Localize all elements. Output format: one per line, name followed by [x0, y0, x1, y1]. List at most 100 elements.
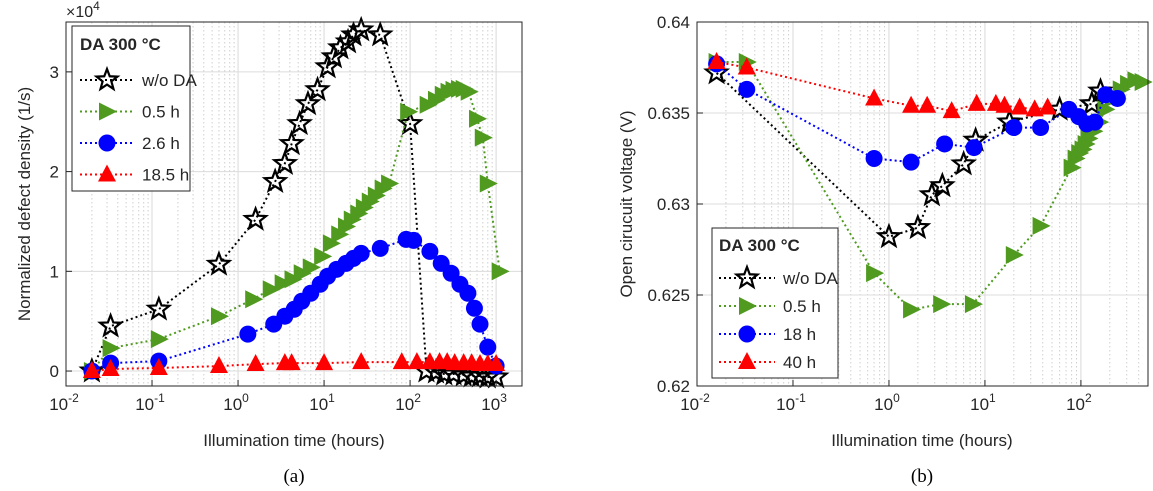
legend-label: 2.6 h	[142, 134, 180, 153]
legend-marker	[733, 263, 761, 290]
data-point	[347, 15, 375, 42]
panel-a-y-multiplier: ×104	[66, 0, 100, 21]
data-point	[1038, 97, 1057, 115]
legend-label: 40 h	[783, 353, 816, 372]
legend-label: 0.5 h	[142, 103, 180, 122]
data-point	[210, 307, 229, 326]
data-point	[903, 300, 922, 319]
panel-b-x-ticks: 10-2 10-1 100 101 102	[680, 380, 1092, 414]
legend-label: w/o DA	[782, 269, 838, 288]
data-point	[995, 95, 1014, 113]
data-point	[479, 174, 498, 193]
data-point	[304, 75, 332, 102]
data-point	[1032, 216, 1051, 235]
x-tick-label: 10-1	[776, 391, 806, 414]
legend-marker	[98, 164, 116, 182]
panel-b-y-ticks: 0.62 0.625 0.63 0.635 0.64	[647, 13, 703, 396]
data-point	[942, 101, 961, 119]
data-point	[479, 338, 497, 356]
x-tick-label: 101	[309, 391, 335, 414]
data-point	[904, 213, 932, 240]
data-point	[487, 354, 506, 372]
panel-a-y-axis-label: Normalized defect density (1/s)	[15, 87, 34, 321]
data-point	[352, 244, 370, 262]
legend-marker	[93, 65, 121, 92]
data-point	[101, 359, 120, 377]
data-point	[294, 89, 322, 116]
data-point	[400, 102, 419, 121]
data-point	[366, 20, 394, 47]
x-tick-label: 103	[481, 391, 507, 414]
y-tick-label: 2	[50, 163, 59, 182]
panel-b-legend-box	[711, 227, 839, 379]
y-tick-label: 0.635	[647, 104, 690, 123]
data-point	[242, 205, 270, 231]
data-point	[491, 262, 510, 281]
data-point	[245, 290, 264, 309]
data-point	[965, 139, 983, 157]
data-point	[1097, 100, 1116, 119]
data-point	[1005, 119, 1023, 137]
x-tick-label: 10-2	[49, 391, 79, 414]
data-point	[1025, 99, 1044, 117]
data-point	[421, 242, 439, 260]
legend-marker	[739, 297, 757, 315]
data-point	[459, 284, 477, 302]
x-tick-label: 102	[1066, 391, 1092, 414]
x-tick-label: 10-2	[680, 391, 710, 414]
panel-a-chart: 10-2 10-1 100 101 102 103 0 1 2 3 ×104 Illuminat…	[15, 0, 523, 487]
data-point	[1005, 245, 1024, 264]
y-tick-label: 0.625	[647, 286, 690, 305]
data-point	[865, 88, 884, 106]
data-point	[205, 250, 233, 276]
data-point	[392, 352, 411, 370]
data-point	[82, 361, 101, 379]
data-point	[1134, 73, 1153, 92]
data-point	[902, 153, 920, 171]
legend-label: 18 h	[783, 325, 816, 344]
data-point	[460, 82, 479, 101]
panel-a-x-ticks: 10-2 10-1 100 101 102 103	[49, 380, 507, 414]
data-point	[875, 222, 903, 249]
data-point	[371, 239, 389, 257]
data-point	[1032, 119, 1050, 137]
y-tick-label: 0.63	[657, 195, 690, 214]
data-point	[933, 295, 952, 314]
x-tick-label: 101	[970, 391, 996, 414]
data-point	[352, 352, 371, 370]
panel-a-axes-box	[65, 21, 523, 387]
data-point	[866, 264, 885, 283]
data-point	[150, 330, 169, 349]
data-point	[314, 247, 333, 266]
x-tick-label: 10-1	[135, 391, 165, 414]
data-point	[331, 225, 350, 244]
data-point	[239, 325, 257, 343]
data-point	[302, 258, 321, 277]
legend-label: w/o DA	[141, 71, 197, 90]
data-point	[737, 57, 756, 75]
panel-a-x-axis-label: Illumination time (hours)	[203, 431, 384, 450]
data-point	[865, 150, 883, 167]
data-point	[1108, 89, 1126, 107]
data-point	[262, 280, 281, 299]
data-point	[967, 93, 986, 111]
data-point	[102, 339, 121, 358]
data-point	[430, 359, 458, 386]
panel-a-series	[78, 15, 510, 389]
panel-b-legend: DA 300 °C w/o DA 0.5 h 18 h 40 h	[711, 227, 839, 379]
data-point	[469, 109, 488, 128]
data-point	[1010, 97, 1029, 115]
data-point	[274, 274, 293, 293]
panel-b-caption: (b)	[911, 466, 933, 487]
data-point	[293, 264, 312, 283]
panel-a-legend-title: DA 300 °C	[80, 35, 161, 54]
data-point	[315, 353, 334, 371]
y-tick-label: 0.62	[657, 377, 690, 396]
panel-b-legend-title: DA 300 °C	[719, 236, 800, 255]
data-point	[396, 109, 424, 136]
panel-b-chart: 10-2 10-1 100 101 102 0.62 0.625 0.63 0.635 0.64…	[617, 13, 1153, 487]
data-point	[707, 52, 726, 70]
data-point	[918, 95, 937, 113]
data-point	[278, 129, 306, 156]
